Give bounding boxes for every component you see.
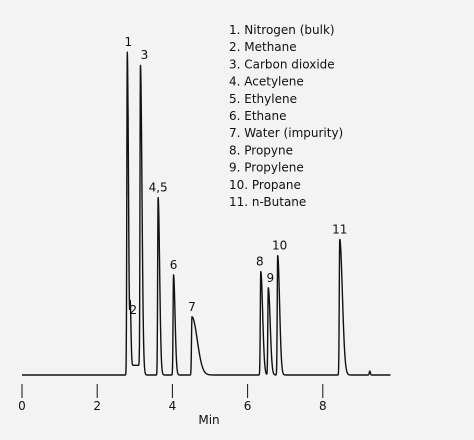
peak-label: 11 xyxy=(332,222,347,236)
peak-label: 9 xyxy=(266,271,274,285)
legend-item: 3. Carbon dioxide xyxy=(229,57,335,71)
legend-item: 7. Water (impurity) xyxy=(229,126,343,140)
legend-item: 2. Methane xyxy=(229,40,297,54)
x-axis: 0 2 4 6 8 xyxy=(18,384,327,413)
legend-item: 5. Ethylene xyxy=(229,92,297,106)
legend-item: 4. Acetylene xyxy=(229,75,304,89)
peak-label: 3 xyxy=(141,48,149,62)
peak-label: 4,5 xyxy=(149,180,168,194)
legend-item: 10. Propane xyxy=(229,178,301,192)
legend-item: 8. Propyne xyxy=(229,143,293,157)
x-tick-label: 4 xyxy=(169,399,177,413)
peak-label: 7 xyxy=(188,300,196,314)
x-tick-label: 0 xyxy=(18,399,26,413)
x-tick-label: 2 xyxy=(93,399,101,413)
peak-label: 6 xyxy=(170,258,178,272)
peak-label: 8 xyxy=(256,255,264,269)
x-tick-label: 6 xyxy=(244,399,252,413)
legend-item: 6. Ethane xyxy=(229,109,287,123)
legend-item: 1. Nitrogen (bulk) xyxy=(229,23,335,37)
trace-layer xyxy=(21,51,392,376)
x-axis-label: Min xyxy=(198,413,219,427)
legend: 1. Nitrogen (bulk) 2. Methane 3. Carbon di… xyxy=(229,23,343,209)
chromatogram-trace xyxy=(21,51,392,376)
legend-item: 11. n-Butane xyxy=(229,195,306,209)
peak-label: 2 xyxy=(129,303,137,317)
peak-labels: 1 2 3 4,5 6 7 89 10 11 xyxy=(124,35,347,317)
peak-label: 10 xyxy=(272,238,287,252)
x-tick-label: 8 xyxy=(319,399,327,413)
legend-item: 9. Propylene xyxy=(229,161,304,175)
peak-label: 1 xyxy=(124,35,132,49)
